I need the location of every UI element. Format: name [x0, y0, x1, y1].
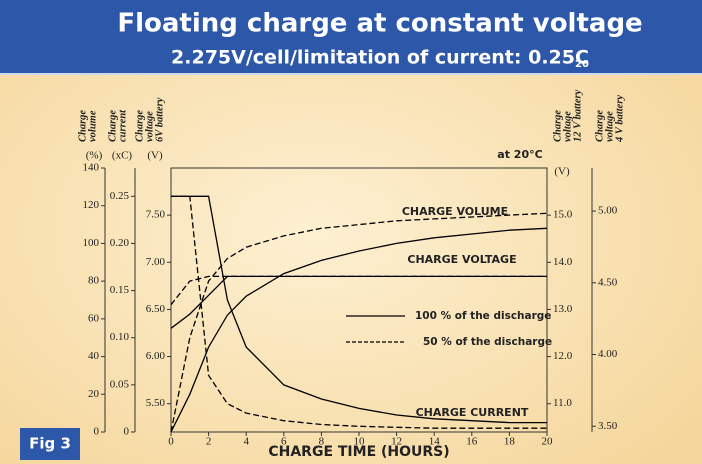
- y-tick-label: 11.0: [553, 397, 572, 409]
- y-tick-label: 5.00: [598, 205, 618, 217]
- curve-label: CHARGE CURRENT: [416, 406, 529, 419]
- x-tick-label: 18: [504, 436, 516, 448]
- y-tick-label: 60: [88, 312, 100, 324]
- y-tick-label: 40: [88, 350, 100, 362]
- x-axis-label: CHARGE TIME (HOURS): [268, 444, 449, 460]
- chart-title: Floating charge at constant voltage: [117, 9, 642, 39]
- axis-label: Charge: [594, 110, 605, 142]
- y-tick-label: 4.00: [598, 348, 618, 360]
- subscript: 20: [575, 59, 589, 70]
- y-tick-label: 0.20: [110, 237, 130, 249]
- x-tick-label: 20: [542, 436, 554, 448]
- y-tick-label: 140: [83, 162, 100, 174]
- legend-label: 100 % of the discharge: [415, 310, 551, 322]
- y-tick-label: 0.25: [110, 190, 130, 202]
- axis-unit: (xC): [112, 150, 133, 162]
- y-tick-label: 0.15: [110, 284, 130, 296]
- y-tick-label: 20: [88, 388, 100, 400]
- x-tick-label: 0: [168, 436, 174, 448]
- condition: at 20°C: [497, 148, 542, 161]
- axis-label: voltage: [604, 111, 615, 142]
- x-tick-label: 8: [319, 436, 325, 448]
- y-tick-label: 3.50: [598, 420, 618, 432]
- x-tick-label: 4: [243, 436, 249, 448]
- y-tick-label: 6.50: [146, 303, 166, 315]
- axis-label: 4 V battery: [614, 95, 625, 143]
- x-tick-label: 12: [391, 436, 402, 448]
- axis-unit: (%): [86, 150, 103, 162]
- figure-label-box: [20, 428, 80, 460]
- y-tick-label: 0.05: [110, 378, 130, 390]
- axis-label: volume: [87, 110, 98, 142]
- axis-label: Charge: [134, 110, 145, 142]
- y-tick-label: 0: [94, 426, 100, 438]
- y-tick-label: 5.50: [146, 397, 166, 409]
- legend-label: 50 % of the discharge: [423, 336, 552, 348]
- axis-label: 12 V battery: [572, 89, 583, 142]
- y-tick-label: 6.00: [146, 350, 166, 362]
- x-tick-label: 16: [466, 436, 478, 448]
- y-tick-label: 12.0: [553, 350, 573, 362]
- y-tick-label: 80: [88, 275, 100, 287]
- axis-label: current: [117, 109, 128, 142]
- y-tick-label: 13.0: [553, 303, 573, 315]
- y-tick-label: 14.0: [553, 256, 573, 268]
- series-line: [170, 212, 548, 433]
- y-tick-label: 120: [83, 199, 100, 211]
- axis-label: voltage: [144, 111, 155, 142]
- x-tick-label: 2: [206, 436, 212, 448]
- x-tick-label: 6: [281, 436, 287, 448]
- axis-label: Charge: [552, 110, 563, 142]
- axis-label: 6V battery: [154, 97, 165, 142]
- x-tick-label: 14: [429, 436, 441, 448]
- axis-label: voltage: [562, 111, 573, 142]
- header: [0, 0, 702, 74]
- y-tick-label: 15.0: [553, 209, 573, 221]
- curve-label: CHARGE VOLTAGE: [407, 253, 516, 266]
- curve-label: CHARGE VOLUME: [402, 205, 508, 218]
- y-tick-label: 0.10: [110, 331, 130, 343]
- y-tick-label: 0: [124, 426, 130, 438]
- series-line: [170, 227, 548, 433]
- axis-unit: (V): [147, 150, 163, 162]
- y-tick-label: 4.50: [598, 276, 618, 288]
- y-tick-label: 100: [83, 237, 100, 249]
- axis-unit: (V): [554, 166, 570, 178]
- series-line: [171, 195, 547, 424]
- y-tick-label: 7.50: [146, 209, 166, 221]
- figure-label: Fig 3: [29, 435, 71, 453]
- y-tick-label: 7.00: [146, 256, 166, 268]
- axis-label: Charge: [107, 110, 118, 142]
- series-line: [170, 275, 547, 306]
- subtitle: 2.275V/cell/limitation of current: 0.25C: [171, 47, 589, 69]
- axis-label: Charge: [77, 110, 88, 142]
- x-tick-label: 10: [354, 436, 366, 448]
- series-line: [171, 195, 547, 429]
